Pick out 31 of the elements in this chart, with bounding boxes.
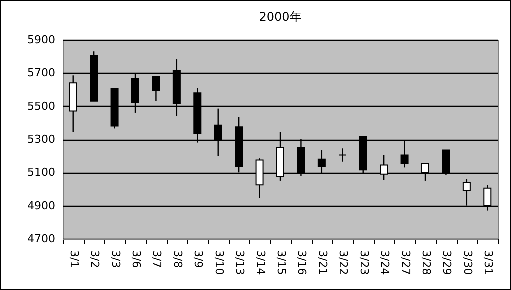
x-tick-label: 3/14 [254, 250, 268, 276]
x-tick-label: 3/31 [482, 250, 496, 276]
x-tick-label: 3/1 [68, 250, 81, 268]
y-tick-label: 5900 [28, 34, 56, 46]
x-tick-label: 3/15 [275, 250, 288, 276]
x-tick-label: 3/7 [150, 250, 164, 268]
x-tick-label: 3/10 [212, 250, 226, 276]
y-tick-label: 5100 [28, 166, 56, 180]
y-tick-label: 5500 [28, 100, 56, 113]
x-tick-label: 3/22 [337, 250, 350, 276]
x-tick-label: 3/23 [358, 250, 371, 276]
x-tick-label: 3/16 [296, 250, 309, 276]
x-tick-label: 3/24 [378, 250, 392, 276]
x-tick-label: 3/13 [234, 250, 247, 276]
y-tick-label: 4700 [28, 232, 56, 246]
chart-title: 2000年 [259, 10, 302, 24]
y-tick-label: 4900 [28, 199, 56, 212]
x-tick-label: 3/29 [440, 250, 454, 276]
x-tick-label: 3/21 [316, 250, 330, 276]
candlestick [338, 148, 347, 162]
x-tick-label: 3/28 [420, 250, 433, 276]
x-tick-label: 3/27 [399, 250, 412, 276]
x-tick-label: 3/30 [461, 250, 474, 276]
x-tick-label: 3/6 [130, 250, 143, 268]
x-tick-label: 3/8 [171, 250, 184, 268]
x-tick-label: 3/3 [109, 250, 122, 268]
x-tick-label: 3/2 [88, 250, 102, 268]
y-tick-label: 5300 [28, 133, 56, 146]
x-tick-label: 3/9 [192, 250, 206, 268]
y-tick-label: 5700 [28, 66, 56, 80]
candlestick [152, 76, 160, 102]
